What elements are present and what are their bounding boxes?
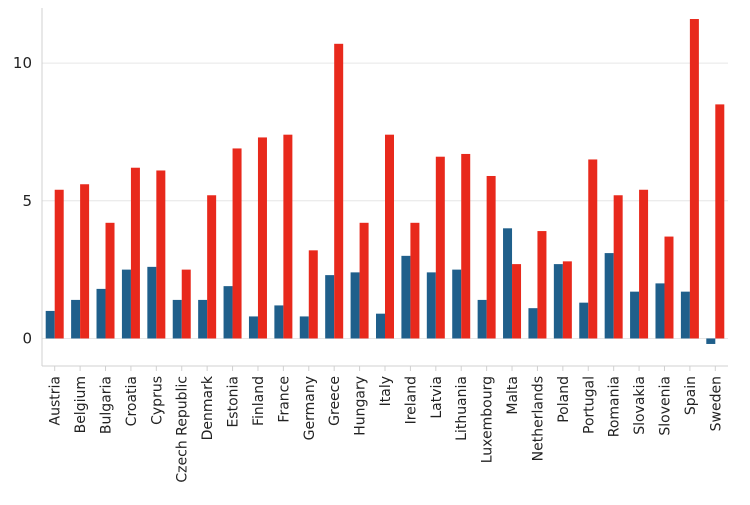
bar-blue-hungary: [350, 272, 360, 339]
bar-blue-france: [274, 305, 284, 339]
bar-blue-bulgaria: [96, 288, 106, 339]
bar-blue-estonia: [223, 286, 233, 339]
x-tick-label-czech-republic: Czech Republic: [175, 376, 191, 483]
bar-blue-finland: [248, 316, 258, 339]
bar-red-ireland: [410, 222, 420, 339]
x-tick-label-greece: Greece: [327, 376, 343, 426]
x-tick-label-lithuania: Lithuania: [454, 376, 470, 441]
bar-blue-greece: [325, 275, 335, 339]
bar-blue-luxembourg: [477, 299, 487, 339]
bar-red-netherlands: [537, 231, 547, 339]
y-tick-label-0: 0: [22, 329, 32, 347]
bar-blue-italy: [376, 313, 385, 339]
bars: [45, 19, 725, 344]
bar-blue-czech-republic: [172, 299, 182, 339]
x-tick-label-malta: Malta: [505, 376, 521, 415]
x-tick-label-romania: Romania: [607, 376, 623, 437]
bar-blue-croatia: [121, 269, 131, 339]
bar-red-hungary: [359, 222, 369, 339]
bar-blue-slovenia: [655, 283, 665, 339]
x-tick-label-cyprus: Cyprus: [149, 376, 165, 425]
x-tick-label-poland: Poland: [556, 376, 572, 423]
x-tick-label-hungary: Hungary: [353, 376, 369, 436]
bar-red-czech-republic: [181, 269, 191, 339]
bar-blue-germany: [299, 316, 309, 339]
bar-red-belgium: [80, 184, 90, 339]
x-tick-label-spain: Spain: [683, 376, 699, 415]
bar-red-italy: [385, 134, 394, 339]
bar-blue-belgium: [71, 299, 81, 339]
x-tick-label-ireland: Ireland: [403, 376, 419, 424]
bar-blue-sweden: [706, 338, 716, 344]
x-tick-label-portugal: Portugal: [581, 376, 597, 434]
y-tick-label-5: 5: [22, 192, 32, 210]
bar-red-austria: [54, 189, 64, 339]
x-tick-label-croatia: Croatia: [124, 376, 140, 426]
bar-red-greece: [334, 43, 344, 339]
bar-blue-latvia: [426, 272, 436, 339]
bar-red-denmark: [207, 195, 217, 339]
x-tick-label-belgium: Belgium: [73, 376, 89, 433]
x-tick-label-slovenia: Slovenia: [657, 376, 673, 436]
bar-red-romania: [613, 195, 623, 339]
x-tick-label-austria: Austria: [48, 376, 64, 425]
bar-red-poland: [562, 261, 572, 339]
x-tick-label-netherlands: Netherlands: [530, 376, 546, 461]
bar-red-estonia: [232, 148, 242, 339]
bar-red-cyprus: [156, 170, 166, 339]
bar-red-portugal: [588, 159, 598, 339]
bar-red-spain: [689, 19, 699, 339]
x-tick-labels: Austria Belgium Bulgaria Croatia Cyprus Czech…: [48, 375, 725, 482]
bar-red-france: [283, 134, 293, 339]
bar-blue-austria: [45, 310, 55, 339]
x-tick-label-denmark: Denmark: [200, 375, 216, 440]
x-tick-label-germany: Germany: [302, 376, 318, 440]
x-tick-label-france: France: [276, 376, 292, 423]
x-tick-label-estonia: Estonia: [226, 376, 242, 428]
bar-blue-lithuania: [452, 269, 462, 339]
x-tick-label-bulgaria: Bulgaria: [99, 376, 115, 434]
bar-red-germany: [308, 250, 318, 339]
bar-red-croatia: [130, 167, 140, 339]
bar-blue-romania: [604, 253, 614, 339]
bar-red-latvia: [435, 156, 445, 339]
bar-blue-netherlands: [528, 308, 538, 339]
x-tick-label-latvia: Latvia: [429, 376, 445, 419]
bar-red-finland: [257, 137, 267, 339]
bar-blue-ireland: [401, 255, 411, 339]
x-tick-label-luxembourg: Luxembourg: [480, 376, 496, 463]
axes: [41, 8, 728, 371]
bar-blue-malta: [503, 228, 513, 339]
bar-red-slovakia: [639, 189, 649, 339]
bar-red-sweden: [715, 104, 725, 339]
x-tick-label-sweden: Sweden: [708, 376, 724, 431]
x-tick-label-slovakia: Slovakia: [632, 376, 648, 435]
bar-red-slovenia: [664, 236, 674, 339]
bar-blue-poland: [553, 264, 563, 339]
bar-blue-cyprus: [147, 266, 157, 339]
bar-blue-denmark: [198, 299, 208, 339]
bar-red-bulgaria: [105, 222, 115, 339]
x-tick-label-finland: Finland: [251, 376, 267, 426]
x-tick-label-italy: Italy: [378, 376, 394, 406]
y-tick-labels: 0 5 10: [13, 54, 32, 347]
bar-red-malta: [512, 264, 522, 339]
bar-blue-portugal: [579, 302, 589, 339]
y-tick-label-10: 10: [13, 54, 32, 72]
bar-blue-slovakia: [630, 291, 640, 339]
bar-red-lithuania: [461, 153, 471, 339]
bar-red-luxembourg: [486, 175, 496, 339]
bar-blue-spain: [680, 291, 690, 339]
